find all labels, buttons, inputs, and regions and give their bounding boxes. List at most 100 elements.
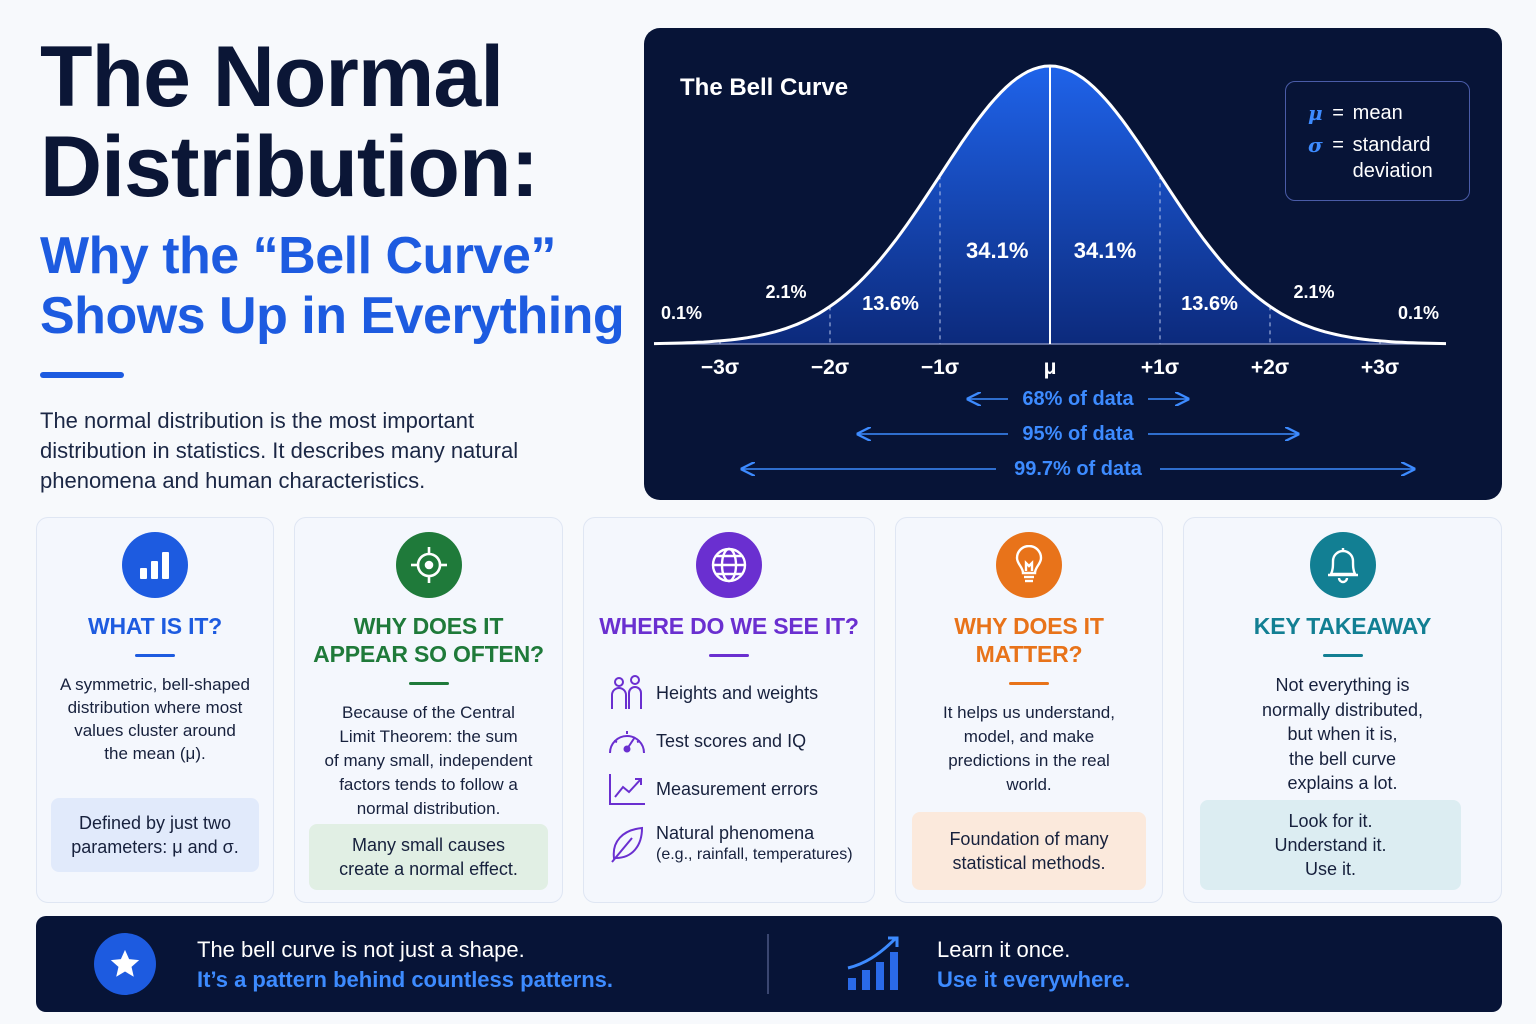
list-item-text: Measurement errors: [656, 779, 819, 799]
card-note: Foundation of many statistical methods.: [912, 812, 1146, 890]
card-note: Look for it. Understand it. Use it.: [1200, 800, 1461, 890]
note-line: Look for it.: [1288, 811, 1373, 831]
body-line: Limit Theorem: the sum: [339, 727, 518, 746]
banner-right-line1: Learn it once.: [937, 937, 1071, 962]
x-tick-label: μ: [1044, 356, 1057, 379]
chart-legend: μ = mean σ = standard deviation: [1285, 81, 1470, 201]
note-line: create a normal effect.: [339, 859, 518, 879]
card-rule: [709, 654, 749, 657]
bell-curve-line: [653, 64, 1447, 346]
card-note: Many small causes create a normal effect…: [309, 824, 548, 890]
banner-divider: [767, 934, 769, 994]
leaf-icon: [598, 824, 656, 864]
body-line: normally distributed,: [1261, 699, 1424, 720]
note-line: statistical methods.: [952, 853, 1106, 873]
title-line-2: Distribution:: [40, 119, 539, 215]
card-body: Because of the Central Limit Theorem: th…: [304, 701, 554, 821]
card-note: Defined by just two parameters: μ and σ.: [51, 798, 259, 872]
star-icon: [94, 933, 156, 995]
body-line: model, and make: [963, 727, 1095, 746]
lightbulb-icon: [996, 532, 1062, 598]
banner-left-line1: The bell curve is not just a shape.: [197, 937, 525, 962]
title-line-1: The Normal: [40, 29, 504, 125]
title-line: WHY DOES IT: [353, 613, 504, 639]
examples-list: Heights and weights Test scores and IQ M…: [584, 669, 874, 875]
banner-left-line2: It’s a pattern behind countless patterns…: [197, 967, 614, 992]
body-line: the mean (μ).: [104, 744, 206, 763]
card-title: WHY DOES IT MATTER?: [896, 612, 1162, 668]
bell-curve-panel: −3σ −2σ −1σ μ +1σ +2σ +3σ 0.1% 2.1% 13.6% 34.1% 34.…: [644, 28, 1502, 500]
card-body: A symmetric, bell-shaped distribution wh…: [50, 673, 260, 765]
trend-chart-icon: [598, 771, 656, 807]
legend-item-mean: μ = mean: [1308, 100, 1455, 126]
bell-icon: [1309, 532, 1376, 598]
title-line: MATTER?: [975, 641, 1083, 667]
chart-title: The Bell Curve: [680, 74, 849, 101]
note-line: Defined by just two: [78, 813, 232, 833]
intro-text: The normal distribution is the most impo…: [40, 408, 519, 493]
x-tick-label: +2σ: [1251, 356, 1289, 379]
page-subtitle: Why the “Bell Curve” Shows Up in Everyth…: [40, 226, 640, 346]
note-line: parameters: μ and σ.: [71, 837, 239, 857]
card-title: KEY TAKEAWAY: [1253, 613, 1432, 639]
card-title: WHY DOES IT APPEAR SO OFTEN?: [295, 612, 562, 668]
body-line: of many small, independent: [324, 751, 533, 770]
card-why-often: WHY DOES IT APPEAR SO OFTEN? Because of …: [294, 517, 563, 903]
card-title: WHAT IS IT?: [87, 613, 223, 639]
body-line: distribution where most: [67, 698, 243, 717]
segment-percent-label: 2.1%: [1293, 282, 1334, 302]
body-line: the bell curve: [1288, 748, 1397, 769]
body-line: It helps us understand,: [942, 703, 1115, 722]
page-title: The Normal Distribution:: [40, 32, 640, 212]
list-item-text: Heights and weights: [656, 683, 819, 703]
legend-item-sd: σ = standard deviation: [1308, 132, 1455, 184]
body-line: Because of the Central: [342, 703, 515, 722]
title-line: WHY DOES IT: [954, 613, 1104, 639]
subtitle-line-1: Why the “Bell Curve”: [40, 227, 556, 285]
target-icon: [395, 532, 462, 598]
card-rule: [135, 654, 175, 657]
banner-right-line2: Use it everywhere.: [937, 967, 1131, 992]
body-line: world.: [1006, 775, 1052, 794]
note-line: Understand it.: [1274, 835, 1387, 855]
x-tick-label: −2σ: [811, 356, 849, 379]
note-line: Use it.: [1304, 859, 1356, 879]
bar-chart-icon: [122, 532, 188, 598]
body-line: explains a lot.: [1287, 773, 1398, 793]
body-line: factors tends to follow a: [339, 775, 518, 794]
accent-rule: [40, 372, 124, 378]
body-line: Not everything is: [1275, 675, 1410, 695]
card-where-see: WHERE DO WE SEE IT? Heights and weights …: [583, 517, 875, 903]
list-item-sub: (e.g., rainfall, temperatures): [656, 846, 853, 863]
body-line: but when it is,: [1287, 724, 1398, 744]
globe-icon: [696, 532, 762, 598]
sigma-symbol: σ: [1308, 133, 1323, 157]
list-item: Test scores and IQ: [598, 717, 874, 765]
card-rule: [1322, 654, 1363, 657]
subtitle-line-2: Shows Up in Everything: [40, 287, 625, 345]
list-item-text: Test scores and IQ: [656, 731, 807, 751]
list-item-text: Natural phenomena (e.g., rainfall, tempe…: [656, 822, 853, 866]
gauge-icon: [598, 723, 656, 759]
segment-percent-label: 13.6%: [862, 293, 919, 315]
segment-percent-label: 2.1%: [765, 282, 806, 302]
range-label: 68% of data: [1022, 388, 1134, 410]
people-icon: [598, 675, 656, 711]
segment-percent-label: 0.1%: [661, 303, 702, 323]
note-line: Many small causes: [351, 835, 506, 855]
body-line: A symmetric, bell-shaped: [60, 675, 250, 694]
list-item: Heights and weights: [598, 669, 874, 717]
legend-label-mean: mean: [1352, 102, 1403, 124]
segment-percent-label: 0.1%: [1398, 303, 1439, 323]
range-label: 95% of data: [1022, 423, 1134, 445]
card-rule: [408, 682, 449, 685]
card-body: Not everything is normally distributed, …: [1213, 673, 1473, 796]
segment-percent-label: 34.1%: [1074, 238, 1136, 263]
range-label: 99.7% of data: [1014, 458, 1143, 480]
card-rule: [1009, 682, 1049, 685]
x-tick-label: −3σ: [701, 356, 739, 379]
footer-banner: The bell curve is not just a shape. It’s…: [36, 916, 1502, 1012]
card-key-takeaway: KEY TAKEAWAY Not everything is normally …: [1183, 517, 1502, 903]
card-body: It helps us understand, model, and make …: [909, 701, 1149, 797]
card-what-is-it: WHAT IS IT? A symmetric, bell-shaped dis…: [36, 517, 274, 903]
